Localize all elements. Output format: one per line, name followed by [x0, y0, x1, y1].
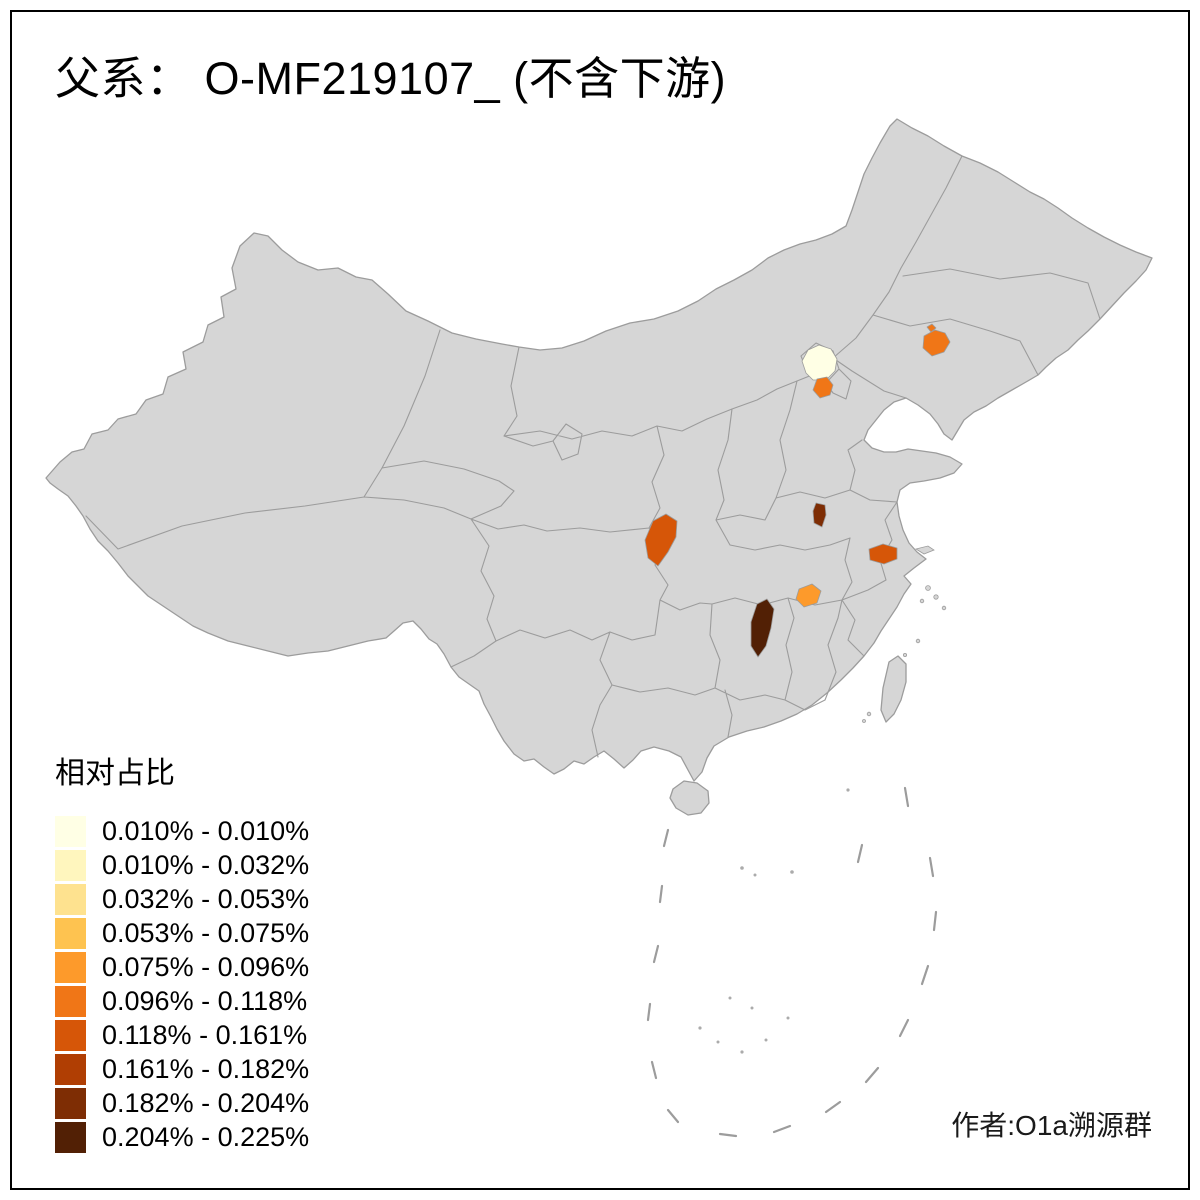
legend-label: 0.053% - 0.075%: [102, 917, 310, 948]
legend-item: 0.118% - 0.161%: [55, 1018, 309, 1052]
legend-item: 0.096% - 0.118%: [55, 984, 309, 1018]
legend-swatch: [55, 815, 86, 847]
legend-label: 0.032% - 0.053%: [102, 883, 310, 914]
legend-label: 0.010% - 0.010%: [102, 815, 310, 846]
highlight-sichuan-chongqing-area: [644, 513, 678, 567]
legend-swatch: [55, 849, 86, 881]
highlight-jiangxi-area: [795, 583, 822, 608]
legend-label: 0.075% - 0.096%: [102, 951, 310, 982]
legend-item: 0.204% - 0.225%: [55, 1120, 309, 1154]
legend-label: 0.182% - 0.204%: [102, 1087, 310, 1118]
legend-item: 0.032% - 0.053%: [55, 882, 309, 916]
chongming-island: [914, 545, 935, 555]
legend: 相对占比 0.010% - 0.010% 0.010% - 0.032% 0.0…: [55, 748, 309, 1154]
legend-swatch: [55, 985, 86, 1017]
china-outline: [45, 118, 1153, 782]
legend-item: 0.053% - 0.075%: [55, 916, 309, 950]
attribution: 作者:O1a溯源群: [951, 1110, 1152, 1141]
legend-item: 0.010% - 0.032%: [55, 848, 309, 882]
legend-label: 0.204% - 0.225%: [102, 1121, 310, 1152]
legend-label: 0.096% - 0.118%: [102, 985, 308, 1016]
legend-label: 0.161% - 0.182%: [102, 1053, 310, 1084]
sea-islets: [698, 788, 850, 1054]
province-borders: [85, 155, 1101, 758]
legend-swatch: [55, 1087, 86, 1119]
legend-label: 0.010% - 0.032%: [102, 849, 310, 880]
nine-dash-line: [646, 786, 938, 1138]
legend-label: 0.118% - 0.161%: [102, 1019, 308, 1050]
legend-swatch: [55, 917, 86, 949]
legend-swatch: [55, 1121, 86, 1153]
map-title: 父系： O-MF219107_ (不含下游): [55, 53, 727, 104]
legend-swatch: [55, 951, 86, 983]
legend-item: 0.075% - 0.096%: [55, 950, 309, 984]
legend-item: 0.182% - 0.204%: [55, 1086, 309, 1120]
highlighted-regions: [644, 323, 951, 658]
legend-title: 相对占比: [55, 757, 175, 790]
highlight-jiangsu-area: [868, 543, 898, 565]
highlight-liaoning-area: [922, 323, 951, 357]
highlight-henan-area: [812, 502, 827, 528]
coastal-islands: [862, 585, 947, 723]
taiwan-island: [880, 655, 907, 723]
legend-swatch: [55, 1019, 86, 1051]
legend-item: 0.161% - 0.182%: [55, 1052, 309, 1086]
legend-item: 0.010% - 0.010%: [55, 814, 309, 848]
hainan-island: [669, 780, 710, 816]
legend-swatch: [55, 1053, 86, 1085]
legend-swatch: [55, 883, 86, 915]
highlight-hunan-area: [750, 598, 775, 658]
highlight-south-of-beijing: [812, 376, 834, 399]
